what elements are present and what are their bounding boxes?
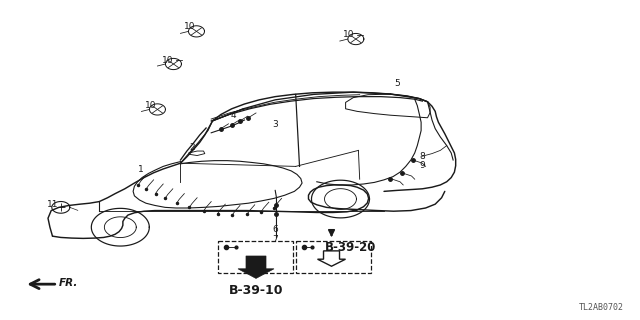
Bar: [296, 241, 371, 273]
Text: 3: 3: [273, 120, 278, 129]
Text: B-39-10: B-39-10: [228, 284, 284, 297]
Text: 6: 6: [273, 225, 278, 234]
Polygon shape: [317, 251, 346, 266]
Bar: [218, 241, 292, 273]
Text: 8: 8: [420, 152, 425, 161]
Text: 4: 4: [231, 111, 236, 120]
Text: 7: 7: [273, 235, 278, 244]
Text: FR.: FR.: [59, 277, 78, 288]
Text: 1: 1: [138, 165, 143, 174]
Text: 11: 11: [47, 200, 58, 209]
Text: 2: 2: [189, 143, 195, 152]
Text: 10: 10: [162, 56, 173, 65]
Polygon shape: [238, 256, 274, 278]
Text: 9: 9: [420, 161, 425, 170]
Text: 10: 10: [145, 101, 157, 110]
Text: 5: 5: [394, 79, 399, 88]
Text: TL2AB0702: TL2AB0702: [579, 303, 624, 312]
Text: 10: 10: [343, 30, 355, 39]
Text: 10: 10: [184, 22, 196, 31]
Text: B-39-20: B-39-20: [325, 241, 376, 254]
